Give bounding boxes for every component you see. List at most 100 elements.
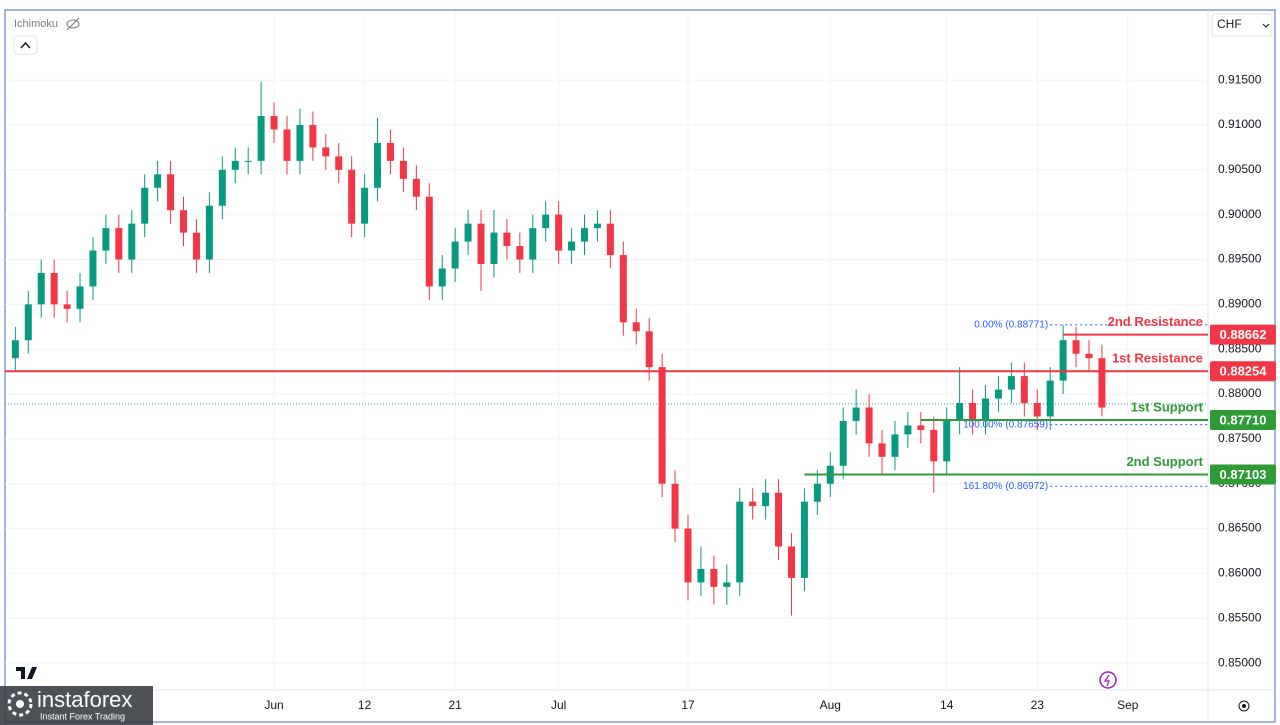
- level-value-label: 0.87710: [1220, 412, 1267, 427]
- level-name: 2nd Resistance: [1108, 314, 1203, 329]
- level-value-label: 0.88254: [1220, 364, 1268, 379]
- candle-body: [335, 156, 343, 170]
- level-badge: [1210, 324, 1276, 345]
- candle-body: [943, 420, 951, 462]
- y-tick-label: 0.91500: [1218, 72, 1262, 86]
- watermark: instaforex Instant Forex Trading: [0, 686, 153, 725]
- candle-body: [982, 398, 990, 421]
- candle-body: [270, 116, 278, 130]
- candle-body: [102, 228, 110, 251]
- level-value-label: 0.88662: [1220, 327, 1267, 342]
- level-name: 1st Resistance: [1112, 351, 1203, 366]
- candle-body: [374, 142, 382, 188]
- candle-body: [749, 501, 757, 507]
- candle-body: [348, 169, 356, 224]
- level-badge: [1210, 361, 1276, 382]
- x-tick-label: Jun: [264, 698, 283, 712]
- x-tick-label: Sep: [1117, 698, 1139, 712]
- candle-body: [619, 255, 627, 323]
- y-tick-label: 0.88500: [1218, 341, 1262, 355]
- fib-label: 161.80% (0.86972): [963, 481, 1048, 492]
- candle-body: [438, 268, 446, 287]
- candle-body: [192, 232, 200, 260]
- candle-body: [37, 272, 45, 305]
- candle-body: [516, 246, 524, 260]
- candle-body: [451, 241, 459, 269]
- candle-body: [24, 304, 32, 341]
- currency-button[interactable]: CHF: [1211, 13, 1273, 37]
- y-tick-label: 0.91000: [1218, 117, 1262, 131]
- candle-body: [115, 228, 123, 260]
- y-tick-label: 0.85500: [1218, 610, 1262, 624]
- brand: instaforex: [37, 687, 132, 712]
- candle-body: [63, 304, 71, 309]
- y-tick-label: 0.85000: [1218, 655, 1262, 669]
- level-name: 1st Support: [1131, 399, 1204, 414]
- x-tick-label: 21: [448, 698, 462, 712]
- candle-body: [658, 367, 666, 484]
- candle-body: [477, 223, 485, 265]
- settings-icon[interactable]: [1238, 700, 1250, 712]
- candle-body: [283, 129, 291, 161]
- candle-body: [296, 125, 304, 161]
- candle-body: [775, 492, 783, 547]
- x-tick-label: 17: [681, 698, 695, 712]
- candle-body: [218, 169, 226, 206]
- candle-body: [1046, 380, 1054, 417]
- x-tick-label: 23: [1031, 698, 1045, 712]
- y-tick-label: 0.90500: [1218, 162, 1262, 176]
- x-tick-label: 14: [940, 698, 954, 712]
- collapse-button[interactable]: [13, 35, 38, 55]
- fib-label: 100.00% (0.87659): [963, 419, 1048, 430]
- candle-body: [787, 546, 795, 578]
- candle-body: [878, 443, 886, 457]
- candle-body: [1085, 353, 1093, 359]
- candle-body: [930, 429, 938, 462]
- candle-body: [257, 116, 265, 161]
- candle-body: [762, 492, 770, 507]
- candle-body: [684, 528, 692, 583]
- candle-body: [568, 241, 576, 251]
- y-tick-label: 0.89500: [1218, 252, 1262, 266]
- candle-body: [800, 501, 808, 578]
- candle-body: [1059, 340, 1067, 381]
- candle-body: [1020, 376, 1028, 404]
- candle-body: [645, 331, 653, 368]
- candle-body: [632, 322, 640, 332]
- plot-area: 0.850000.855000.860000.865000.870000.875…: [5, 12, 1262, 712]
- candle-body: [412, 178, 420, 197]
- candle-body: [917, 425, 925, 430]
- candle-body: [555, 214, 563, 251]
- level-badge: [1210, 464, 1276, 485]
- candle-body: [464, 223, 472, 242]
- y-tick-label: 0.86000: [1218, 566, 1262, 580]
- candle-body: [736, 501, 744, 583]
- level-value-label: 0.87103: [1220, 467, 1267, 482]
- candle-body: [309, 125, 317, 148]
- candle-body: [425, 196, 433, 287]
- candle-body: [141, 187, 149, 224]
- candle-body: [399, 160, 407, 179]
- candle-body: [852, 407, 860, 421]
- candle-body: [11, 340, 19, 359]
- candle-body: [76, 286, 84, 309]
- currency-label: CHF: [1217, 17, 1242, 31]
- candle-body: [154, 174, 162, 188]
- tv-logo: [16, 667, 37, 679]
- y-tick-label: 0.86500: [1218, 521, 1262, 535]
- candle-body: [386, 142, 394, 161]
- candle-body: [503, 232, 511, 247]
- y-tick-label: 0.89000: [1218, 297, 1262, 311]
- level-name: 2nd Support: [1126, 454, 1203, 469]
- candle-body: [244, 160, 252, 162]
- candle-body: [697, 568, 705, 583]
- candle-body: [205, 205, 213, 260]
- candle-body: [542, 214, 550, 229]
- fib-label: 0.00% (0.88771): [974, 320, 1048, 331]
- eye-icon[interactable]: [66, 17, 80, 31]
- candle-body: [89, 250, 97, 287]
- candle-body: [50, 272, 58, 305]
- alert-icon[interactable]: [1099, 671, 1117, 689]
